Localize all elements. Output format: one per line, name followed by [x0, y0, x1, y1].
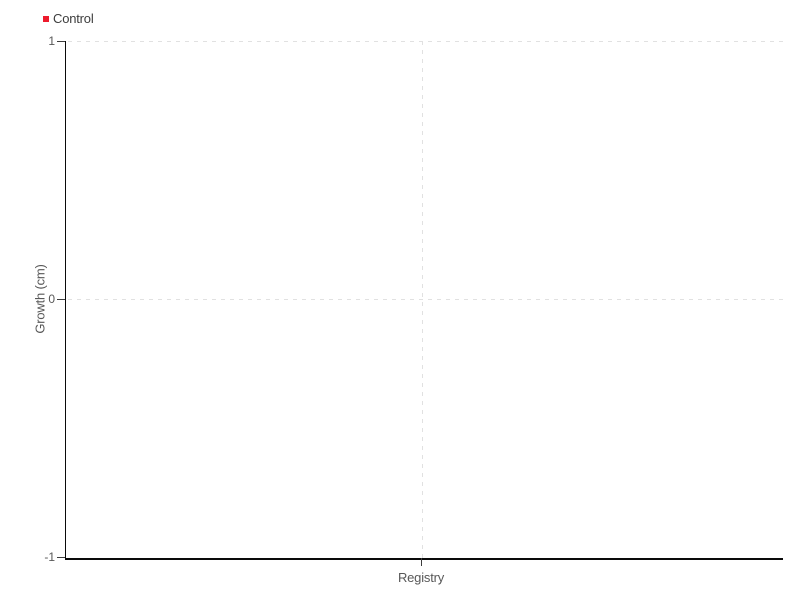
y-tick-label-0: 0 [48, 292, 55, 306]
gridline-y1 [68, 41, 783, 42]
x-tick-label-registry: Registry [397, 570, 445, 585]
legend-label-control: Control [53, 11, 94, 26]
gridline-x-registry [422, 41, 423, 558]
y-tick-label-minus1: -1 [44, 550, 55, 564]
x-tick-mark-registry [421, 558, 422, 566]
y-tick-mark-minus1 [57, 557, 65, 558]
y-tick-label-1: 1 [48, 34, 55, 48]
legend: Control [43, 12, 94, 26]
plot-area [65, 41, 783, 560]
legend-marker-control-icon [43, 16, 49, 22]
y-tick-mark-1 [57, 41, 65, 42]
y-tick-mark-0 [57, 299, 65, 300]
gridline-y0 [68, 299, 783, 300]
